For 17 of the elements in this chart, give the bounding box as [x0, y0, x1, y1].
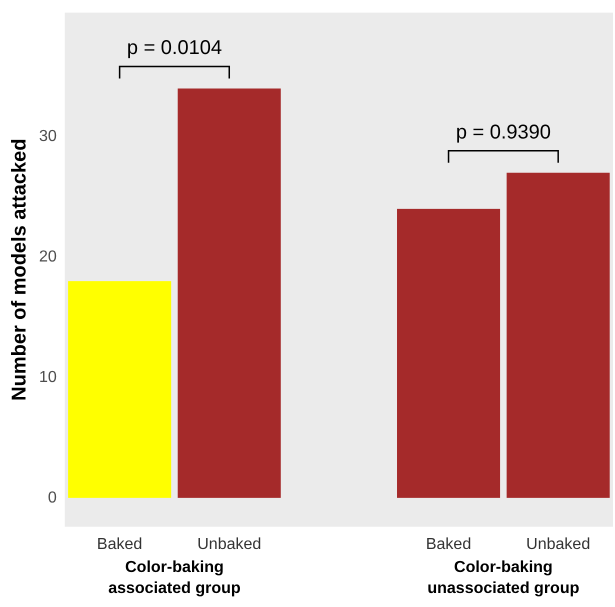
y-tick-label: 10: [39, 368, 57, 386]
x-tick-label: Unbaked: [197, 536, 262, 553]
annotation: p = 0.0104: [126, 36, 222, 59]
bar: [178, 88, 281, 498]
bar: [397, 208, 500, 498]
text: Color-baking associated group: [108, 559, 241, 598]
y-tick-label: 30: [39, 128, 57, 146]
text: Color-baking unassociated group: [427, 559, 580, 598]
x-tick-label: Unbaked: [526, 536, 590, 553]
x-tick-label: Baked: [96, 536, 142, 553]
bar: [506, 172, 610, 498]
x-tick-label: Baked: [426, 536, 472, 553]
annotation: p = 0.9390: [456, 121, 551, 144]
y-axis-title: Number of models attacked: [8, 138, 31, 401]
y-tick-label: 20: [39, 248, 57, 266]
bar: [68, 281, 172, 498]
y-tick-label: 0: [48, 489, 57, 506]
